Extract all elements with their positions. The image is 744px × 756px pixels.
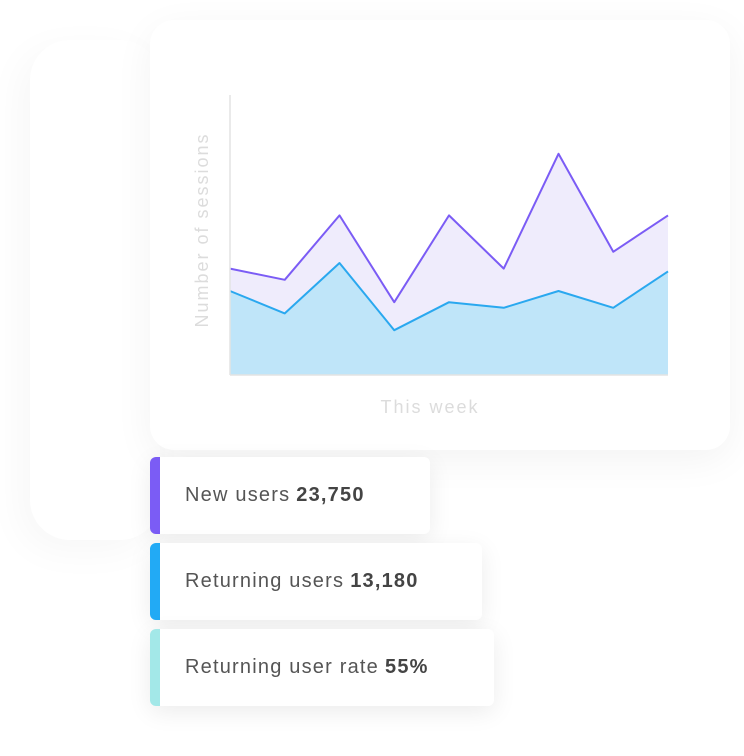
stat-card: New users 23,750 <box>150 457 430 534</box>
stat-text: Returning user rate 55% <box>185 656 429 679</box>
stat-color <box>150 457 160 534</box>
stat-card: Returning users 13,180 <box>150 543 482 620</box>
stat-label: Returning user rate <box>185 656 380 678</box>
x-axis-label: This week <box>380 397 479 417</box>
chart: Number of sessions This week <box>192 95 669 417</box>
stat-color <box>150 543 160 620</box>
stat-value: 55% <box>385 656 429 678</box>
stat-label: Returning users <box>185 570 345 592</box>
stat-color <box>150 629 160 706</box>
line <box>229 152 669 304</box>
stat-card: Returning user rate 55% <box>150 629 494 706</box>
stat-value: 23,750 <box>296 484 365 506</box>
stat-value: 13,180 <box>350 570 419 592</box>
line <box>229 262 669 332</box>
stat-label: New users <box>185 484 291 506</box>
stat-text: Returning users 13,180 <box>185 570 419 593</box>
y-axis-label: Number of sessions <box>192 132 212 327</box>
stat-text: New users 23,750 <box>185 484 365 507</box>
